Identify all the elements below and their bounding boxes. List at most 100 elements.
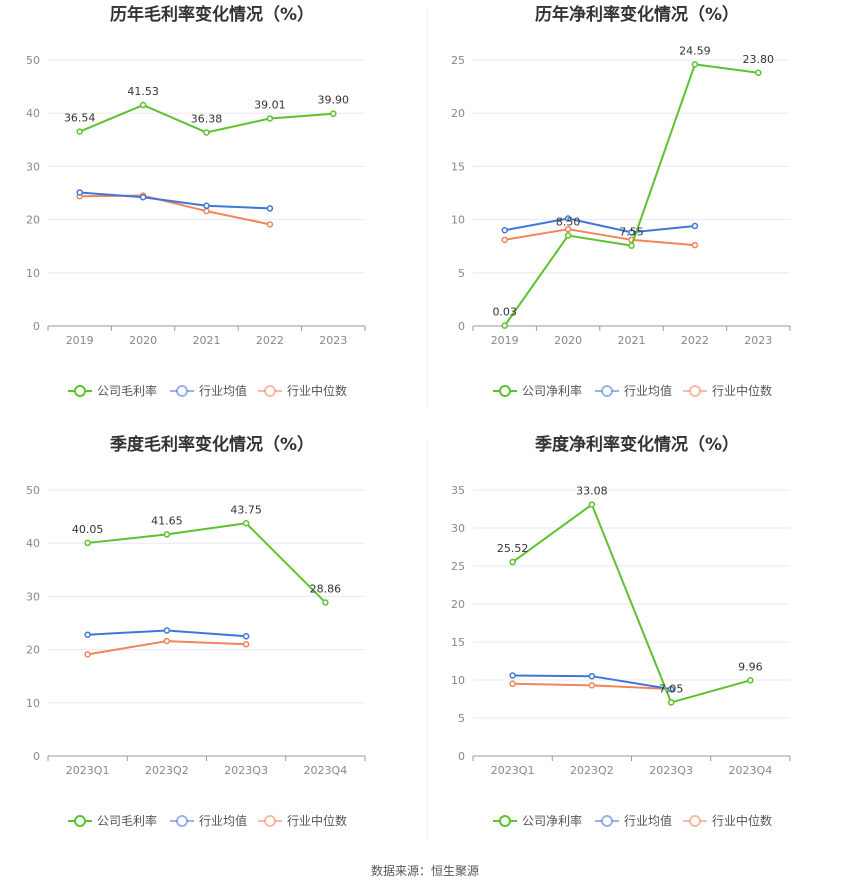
legend-marker	[499, 815, 511, 827]
company-series-line	[87, 522, 327, 604]
company-point	[163, 531, 171, 538]
legend-marker	[689, 385, 701, 397]
chart-title: 季度毛利率变化情况（%）	[110, 434, 314, 455]
x-tick-label: 2021	[193, 334, 221, 347]
y-tick-label: 15	[451, 160, 465, 173]
industry-avg-series-line	[504, 217, 696, 234]
y-tick-label: 20	[26, 214, 40, 227]
industry-avg-point	[628, 229, 635, 236]
company-point	[322, 599, 329, 606]
industry-avg-point	[266, 205, 274, 212]
company-point	[203, 129, 210, 136]
y-tick-label: 20	[451, 107, 465, 120]
legend-item-industry-avg: 行业均值	[170, 813, 247, 828]
annual-gross-margin-svg: 历年毛利率变化情况（%） 0 10 20 30 40 50 2019 2020 2021 2022 2…	[26, 4, 366, 398]
quarterly-net-margin-chart: 季度净利率变化情况（%） 0 5 10 15 20 25 30 35 2023Q1 2023Q2 20…	[425, 430, 850, 860]
y-tick-label: 10	[26, 697, 40, 710]
company-point	[242, 520, 250, 527]
y-tick-label: 5	[458, 267, 465, 280]
y-tick-label: 30	[26, 160, 40, 173]
data-label: 9.96	[738, 660, 763, 673]
y-tick-label: 10	[451, 674, 465, 687]
industry-avg-point	[501, 226, 508, 234]
quarterly-gross-margin-chart: 季度毛利率变化情况（%） 0 10 20 30 40 50 2023Q1 2023Q2 2023Q…	[0, 430, 425, 860]
legend-marker	[264, 815, 276, 827]
y-tick-label: 40	[26, 107, 40, 120]
x-tick-label: 2019	[66, 334, 94, 347]
industry-median-point	[564, 225, 572, 233]
company-series-line	[512, 503, 751, 704]
data-label: 43.75	[230, 503, 262, 516]
legend-label: 行业中位数	[712, 383, 772, 398]
legend-label: 行业中位数	[287, 813, 347, 828]
industry-median-point	[203, 207, 210, 215]
legend-item-company: 公司净利率	[493, 383, 582, 398]
industry-avg-point	[84, 631, 91, 638]
data-label: 7.55	[619, 226, 644, 239]
y-tick-label: 25	[451, 560, 465, 573]
legend-marker	[176, 815, 188, 827]
legend-item-industry-median: 行业中位数	[258, 383, 347, 398]
industry-median-point	[266, 221, 274, 228]
y-tick-label: 0	[458, 750, 465, 763]
chart-title: 季度净利率变化情况（%）	[535, 434, 739, 455]
industry-median-point	[501, 236, 508, 244]
x-tick-label: 2022	[681, 334, 709, 347]
legend-item-industry-median: 行业中位数	[683, 383, 772, 398]
industry-avg-point	[564, 215, 572, 222]
x-tick-label: 2023	[744, 334, 772, 347]
legend-item-industry-median: 行业中位数	[258, 813, 347, 828]
industry-avg-point	[588, 672, 596, 680]
legend-label: 公司净利率	[522, 813, 582, 828]
company-point	[76, 128, 83, 135]
industry-median-point	[588, 682, 596, 689]
legend-label: 公司毛利率	[97, 383, 157, 398]
legend-label: 公司毛利率	[97, 813, 157, 828]
data-label: 36.54	[64, 112, 96, 125]
legend-label: 行业中位数	[287, 383, 347, 398]
industry-avg-point	[242, 633, 250, 640]
company-point	[330, 110, 337, 117]
legend-item-company: 公司毛利率	[68, 383, 157, 398]
y-tick-label: 20	[26, 644, 40, 657]
legend-marker	[176, 385, 188, 397]
company-point	[266, 115, 274, 122]
legend-label: 行业均值	[199, 383, 247, 398]
y-tick-label: 40	[26, 537, 40, 550]
company-point	[564, 232, 572, 239]
industry-avg-point	[163, 627, 171, 634]
x-tick-label: 2020	[554, 334, 582, 347]
x-tick-label: 2023Q1	[491, 764, 535, 777]
annual-net-margin-svg: 历年净利率变化情况（%） 0 5 10 15 20 25 2019 2020 2021 2022 20…	[451, 4, 791, 398]
x-tick-label: 2021	[618, 334, 646, 347]
legend-label: 行业均值	[624, 383, 672, 398]
legend-marker	[601, 815, 613, 827]
company-point	[747, 677, 754, 684]
y-tick-label: 50	[26, 54, 40, 67]
panel-divider-bottom	[427, 440, 428, 840]
data-label: 39.90	[318, 94, 350, 107]
industry-median-point	[242, 641, 250, 648]
data-label: 40.05	[72, 523, 104, 536]
legend-item-company: 公司净利率	[493, 813, 582, 828]
y-tick-label: 10	[26, 267, 40, 280]
y-tick-label: 25	[451, 54, 465, 67]
industry-avg-point	[691, 222, 699, 230]
x-tick-label: 2023Q3	[224, 764, 268, 777]
legend-item-industry-avg: 行业均值	[595, 383, 672, 398]
y-tick-label: 15	[451, 636, 465, 649]
x-tick-label: 2023Q4	[304, 764, 348, 777]
company-point	[628, 242, 635, 249]
x-tick-label: 2019	[491, 334, 519, 347]
x-tick-label: 2023Q1	[66, 764, 110, 777]
y-tick-label: 0	[33, 320, 40, 333]
y-tick-label: 30	[26, 590, 40, 603]
y-tick-label: 0	[458, 320, 465, 333]
data-label: 33.08	[576, 485, 608, 498]
y-tick-label: 30	[451, 522, 465, 535]
legend-marker	[264, 385, 276, 397]
company-point	[139, 101, 147, 109]
industry-avg-point	[203, 202, 210, 210]
legend-marker	[689, 815, 701, 827]
company-point	[84, 539, 91, 547]
